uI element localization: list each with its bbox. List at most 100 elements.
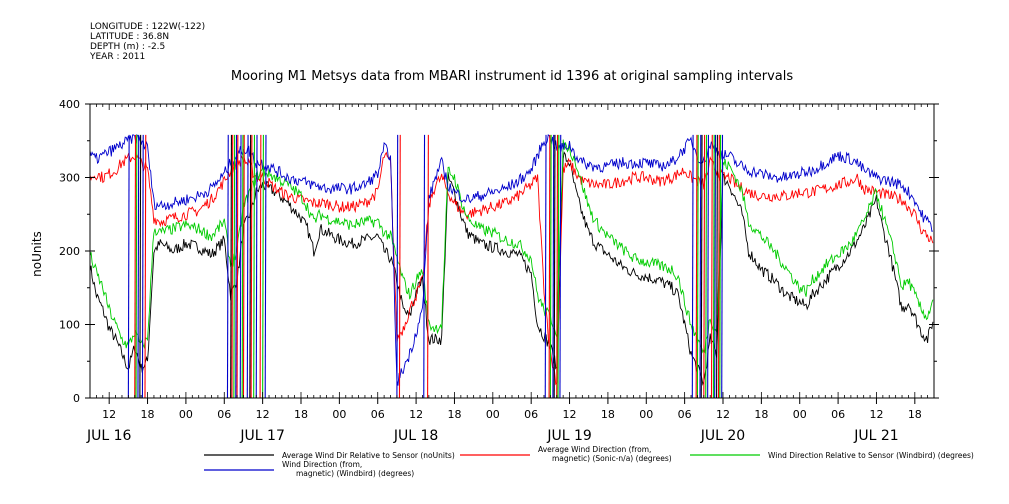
spike-1-11 <box>695 134 698 399</box>
x-tick-label: 00 <box>332 408 346 421</box>
series-layer <box>89 133 934 399</box>
spike-1-14 <box>717 134 720 399</box>
legend-label-2: Wind Direction Relative to Sensor (Windb… <box>768 451 974 460</box>
spike-3-16 <box>707 134 709 399</box>
spike-2-4 <box>262 134 264 399</box>
legend-label-3: Wind Direction (from, magnetic) (Windbird… <box>282 460 414 478</box>
spike-3-14 <box>691 134 694 399</box>
day-label: JUL 16 <box>86 428 132 444</box>
meta-latitude: LATITUDE : 36.8N <box>90 32 170 42</box>
spike-1-9 <box>548 134 551 399</box>
spike-1-2 <box>231 134 234 399</box>
spike-1-13 <box>710 134 713 399</box>
spike-3-13 <box>559 134 562 399</box>
x-tick-label: 12 <box>256 408 270 421</box>
x-tick-label: 18 <box>141 408 155 421</box>
day-label: JUL 17 <box>239 428 284 444</box>
spike-3-12 <box>552 134 555 399</box>
spike-3-1 <box>137 134 140 399</box>
chart-title: Mooring M1 Metsys data from MBARI instru… <box>231 69 793 84</box>
spike-1-6 <box>259 134 262 399</box>
x-tick-label: 00 <box>639 408 653 421</box>
spike-2-3 <box>253 134 256 399</box>
spike-1-4 <box>242 134 245 399</box>
spike-1-1 <box>144 134 147 399</box>
spike-1-12 <box>703 134 706 399</box>
day-label: JUL 21 <box>853 428 898 444</box>
x-tick-label: 06 <box>524 408 538 421</box>
meta-depth: DEPTH (m) : -2.5 <box>90 42 166 52</box>
x-tick-label: 06 <box>217 408 231 421</box>
x-tick-label: 18 <box>447 408 461 421</box>
legend-label-0: Average Wind Dir Relative to Sensor (noU… <box>282 451 455 460</box>
x-tick-label: 06 <box>371 408 385 421</box>
day-label: JUL 18 <box>393 428 438 444</box>
x-tick-label: 12 <box>563 408 577 421</box>
spike-2-8 <box>705 134 708 399</box>
spike-3-11 <box>544 134 547 399</box>
metadata-block: LONGITUDE : 122W(-122) LATITUDE : 36.8N … <box>90 22 205 62</box>
x-tick-label: 12 <box>716 408 730 421</box>
spike-2-7 <box>696 134 699 399</box>
spike-1-7 <box>398 134 401 399</box>
spike-3-5 <box>239 134 242 399</box>
spike-2-2 <box>241 134 244 399</box>
spike-0-0 <box>139 134 142 399</box>
x-tick-label: 18 <box>754 408 768 421</box>
x-tick-label: 18 <box>294 408 308 421</box>
spike-2-1 <box>233 134 236 399</box>
spike-1-5 <box>250 134 253 399</box>
spike-0-1 <box>230 134 232 399</box>
y-tick-label: 0 <box>73 392 80 405</box>
legend-label-1: Average Wind Direction (from, magnetic) (… <box>538 445 672 463</box>
day-label: JUL 19 <box>546 428 591 444</box>
spike-3-0 <box>127 134 130 399</box>
spike-1-10 <box>556 134 559 399</box>
y-axis-label: noUnits <box>30 231 44 277</box>
spike-3-4 <box>235 134 238 399</box>
spike-3-2 <box>141 134 144 399</box>
spike-0-5 <box>716 134 718 399</box>
x-tick-label: 06 <box>831 408 845 421</box>
spike-1-8 <box>427 134 429 399</box>
spike-3-6 <box>246 134 249 399</box>
spike-2-0 <box>135 134 138 399</box>
x-tick-label: 00 <box>179 408 193 421</box>
legend: Average Wind Dir Relative to Sensor (noU… <box>204 445 974 478</box>
spike-0-3 <box>553 134 556 399</box>
x-tick-label: 12 <box>102 408 116 421</box>
meta-year: YEAR : 2011 <box>90 52 146 62</box>
x-tick-label: 06 <box>678 408 692 421</box>
x-tick-label: 00 <box>486 408 500 421</box>
spike-3-9 <box>396 134 399 399</box>
spike-3-18 <box>721 134 724 399</box>
x-tick-label: 00 <box>793 408 807 421</box>
plot-frame <box>89 103 935 399</box>
spike-0-2 <box>249 134 252 399</box>
day-label: JUL 20 <box>700 428 745 444</box>
y-tick-label: 200 <box>59 245 80 258</box>
spike-3-10 <box>423 134 426 399</box>
spike-3-17 <box>714 134 717 399</box>
meta-longitude: LONGITUDE : 122W(-122) <box>90 22 206 32</box>
y-tick-label: 300 <box>59 172 80 185</box>
x-tick-label: 18 <box>908 408 922 421</box>
spike-2-6 <box>557 134 560 399</box>
y-tick-label: 100 <box>59 319 80 332</box>
x-tick-label: 18 <box>601 408 615 421</box>
spike-3-15 <box>699 134 702 399</box>
axes-layer: 0 100 200 300 400 12 18 00 06 12 18 00 06 12 18 00 06 12 1… <box>59 98 939 444</box>
spike-3-3 <box>226 134 229 399</box>
x-tick-label: 12 <box>869 408 883 421</box>
series-line-3 <box>89 133 934 386</box>
spike-0-4 <box>700 134 703 399</box>
series-line-1 <box>89 151 934 386</box>
spike-2-10 <box>719 134 722 399</box>
spike-3-7 <box>255 134 258 399</box>
spike-1-3 <box>236 134 239 399</box>
spike-3-8 <box>264 134 267 399</box>
x-tick-label: 12 <box>409 408 423 421</box>
spike-2-5 <box>549 134 552 399</box>
y-tick-label: 400 <box>59 98 80 111</box>
